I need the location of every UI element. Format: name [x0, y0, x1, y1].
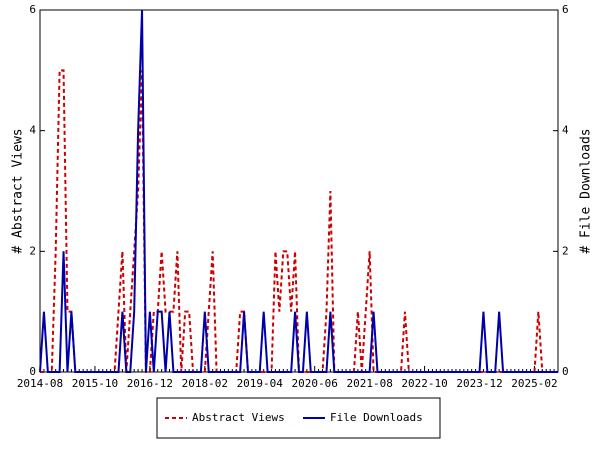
- y2-tick-label: 6: [562, 3, 569, 16]
- x-tick-label: 2022-10: [401, 377, 447, 390]
- legend-box: [156, 397, 441, 439]
- x-tick-label: 2020-06: [292, 377, 338, 390]
- y-tick-label: 0: [29, 365, 36, 378]
- y-tick-label: 6: [29, 3, 36, 16]
- y-tick-label: 2: [29, 244, 36, 257]
- x-tick-label: 2021-08: [346, 377, 392, 390]
- x-tick-label: 2018-02: [182, 377, 228, 390]
- y2-tick-label: 0: [562, 365, 569, 378]
- series-line: [40, 69, 558, 373]
- legend-label: Abstract Views: [192, 411, 285, 424]
- x-tick-label: 2025-02: [511, 377, 557, 390]
- y-tick-label: 4: [29, 124, 36, 137]
- y2-tick-label: 2: [562, 244, 569, 257]
- x-tick-label: 2016-12: [127, 377, 173, 390]
- x-tick-label: 2023-12: [456, 377, 502, 390]
- x-tick-label: 2014-08: [17, 377, 63, 390]
- x-tick-label: 2019-04: [237, 377, 284, 390]
- y-axis-title: # Abstract Views: [11, 128, 26, 253]
- x-tick-label: 2015-10: [72, 377, 118, 390]
- series-line: [39, 9, 558, 373]
- y2-axis-title: # File Downloads: [579, 128, 594, 253]
- y2-tick-label: 4: [562, 124, 569, 137]
- legend-label: File Downloads: [330, 411, 423, 424]
